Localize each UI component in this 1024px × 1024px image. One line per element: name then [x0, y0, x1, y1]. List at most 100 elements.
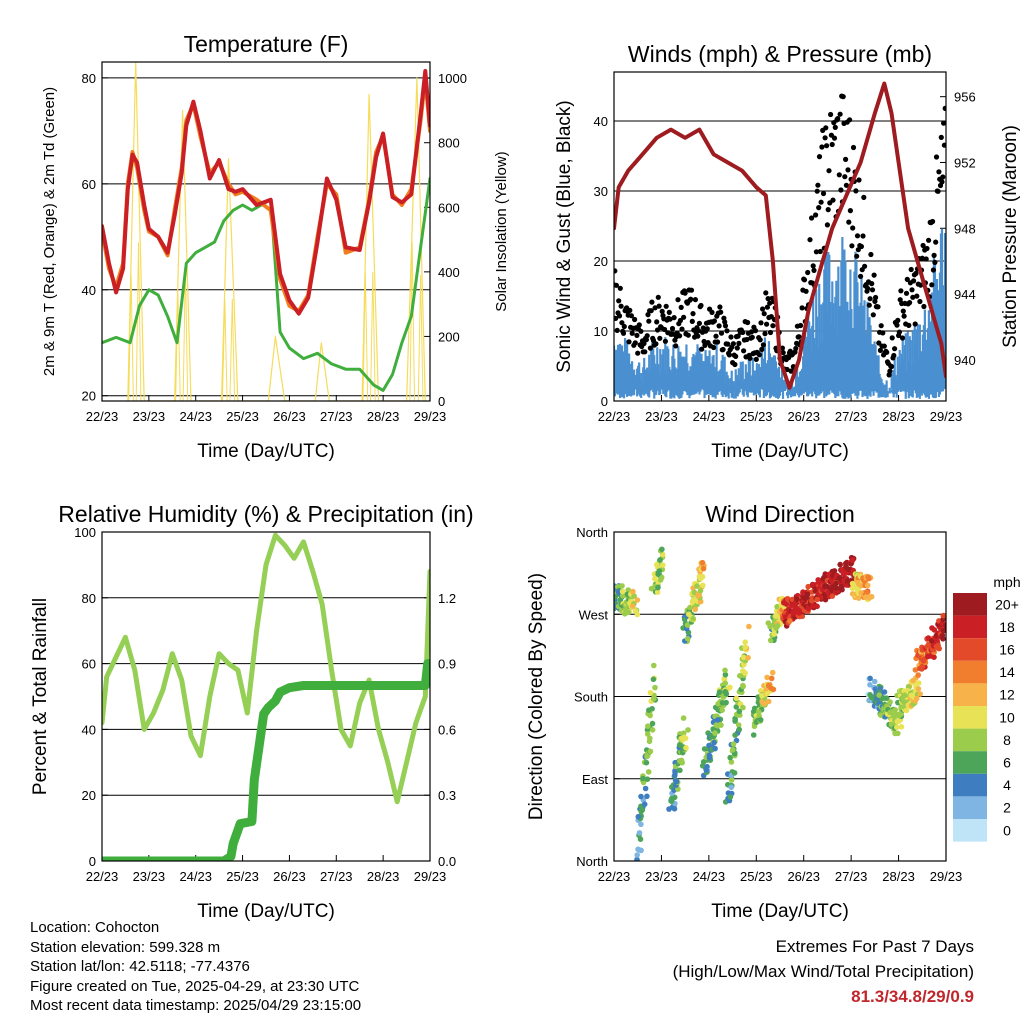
direction-point: [925, 653, 931, 660]
direction-point: [915, 672, 921, 678]
y2-tick-label: 1.2: [438, 591, 456, 606]
gust-point: [878, 323, 884, 329]
gust-point: [817, 248, 823, 255]
gust-point: [763, 290, 769, 296]
x-tick-label: 25/23: [740, 869, 773, 884]
direction-point: [630, 588, 636, 595]
y2-tick-label: 0: [438, 394, 445, 409]
y2-tick-label: 940: [954, 353, 976, 368]
gust-point: [891, 352, 897, 359]
direction-point: [814, 596, 820, 603]
gust-point: [762, 331, 768, 337]
direction-point: [649, 727, 656, 733]
gust-point: [730, 341, 737, 347]
gust-point: [900, 308, 906, 314]
gust-point: [810, 263, 816, 269]
gust-point: [711, 318, 718, 324]
plot-frame: [613, 531, 947, 862]
x-tick-label: 27/23: [320, 869, 353, 884]
gust-point: [749, 334, 755, 340]
gust-point: [733, 353, 739, 359]
gust-point: [796, 334, 802, 340]
gust-point: [828, 111, 834, 118]
gust-point: [635, 350, 641, 356]
direction-point: [631, 593, 637, 599]
direction-point: [787, 618, 793, 624]
gust-point: [888, 363, 895, 370]
y2-axis-label: Solar Insolation (Yellow): [493, 151, 510, 311]
chart-title: Temperature (F): [184, 31, 349, 57]
series-total-rainfall: [102, 659, 430, 861]
direction-point: [864, 589, 870, 595]
gust-point: [662, 338, 669, 344]
series-9m-temperature: [102, 75, 430, 313]
gust-point: [853, 188, 859, 194]
direction-point: [636, 847, 643, 853]
chart-title: Relative Humidity (%) & Precipitation (i…: [58, 501, 473, 527]
gust-point: [634, 332, 640, 338]
gust-point: [942, 105, 946, 111]
direction-point: [940, 627, 946, 634]
gust-point: [799, 305, 805, 311]
series-solar-insolation-spike: [221, 298, 228, 401]
x-tick-label: 25/23: [740, 409, 773, 424]
direction-point: [647, 735, 653, 742]
gust-point: [931, 252, 937, 258]
direction-point: [736, 708, 743, 715]
direction-point: [643, 759, 650, 766]
gust-point: [717, 304, 723, 310]
direction-point: [757, 717, 764, 723]
gust-point: [819, 144, 825, 150]
y2-tick-label: 944: [954, 287, 976, 302]
direction-point: [660, 562, 666, 568]
y-tick-label: 30: [594, 184, 608, 199]
gust-point: [629, 330, 635, 336]
direction-point: [730, 747, 736, 753]
plot-frame: [101, 531, 431, 862]
direction-point: [750, 732, 757, 738]
gust-point: [861, 194, 867, 200]
gust-point: [692, 297, 699, 303]
gust-point: [847, 117, 853, 123]
gust-point: [813, 212, 819, 218]
direction-point: [700, 582, 706, 589]
direction-point: [615, 589, 622, 595]
gust-point: [867, 296, 873, 302]
gust-point: [685, 332, 691, 338]
gust-point: [720, 346, 726, 353]
direction-point: [685, 727, 691, 733]
gust-point: [662, 326, 668, 333]
series-solar-insolation-spike: [175, 292, 181, 401]
y-tick-label: 40: [82, 283, 96, 298]
direction-point: [919, 663, 926, 670]
direction-point: [699, 559, 706, 566]
direction-point: [894, 724, 900, 731]
gust-point: [793, 345, 799, 352]
series-solar-insolation-spike: [229, 298, 236, 401]
gust-point: [876, 340, 882, 346]
gust-point: [838, 187, 844, 193]
colorbar-label: 0: [1003, 822, 1011, 838]
gust-point: [930, 218, 936, 225]
direction-point: [913, 695, 920, 702]
gust-point: [820, 190, 827, 197]
gust-point: [656, 303, 662, 309]
gust-point: [657, 335, 663, 341]
direction-point: [866, 595, 873, 601]
direction-point: [647, 748, 654, 755]
gust-point: [690, 311, 696, 317]
gust-point: [805, 269, 811, 276]
y2-tick-label: 1000: [438, 71, 467, 86]
direction-point: [742, 644, 748, 650]
gust-point: [681, 314, 687, 320]
x-tick-label: 28/23: [882, 869, 915, 884]
x-axis-label: Time (Day/UTC): [197, 901, 335, 922]
speed-colorbar: mph 20+ 18 16 14 12 10 8 6 4 2 0: [953, 574, 1021, 842]
direction-point: [652, 684, 658, 691]
gust-point: [920, 242, 926, 249]
gust-point: [837, 111, 843, 117]
gust-point: [811, 267, 817, 273]
gust-point: [709, 309, 715, 315]
x-tick-label: 29/23: [414, 869, 447, 884]
direction-point: [745, 654, 751, 661]
